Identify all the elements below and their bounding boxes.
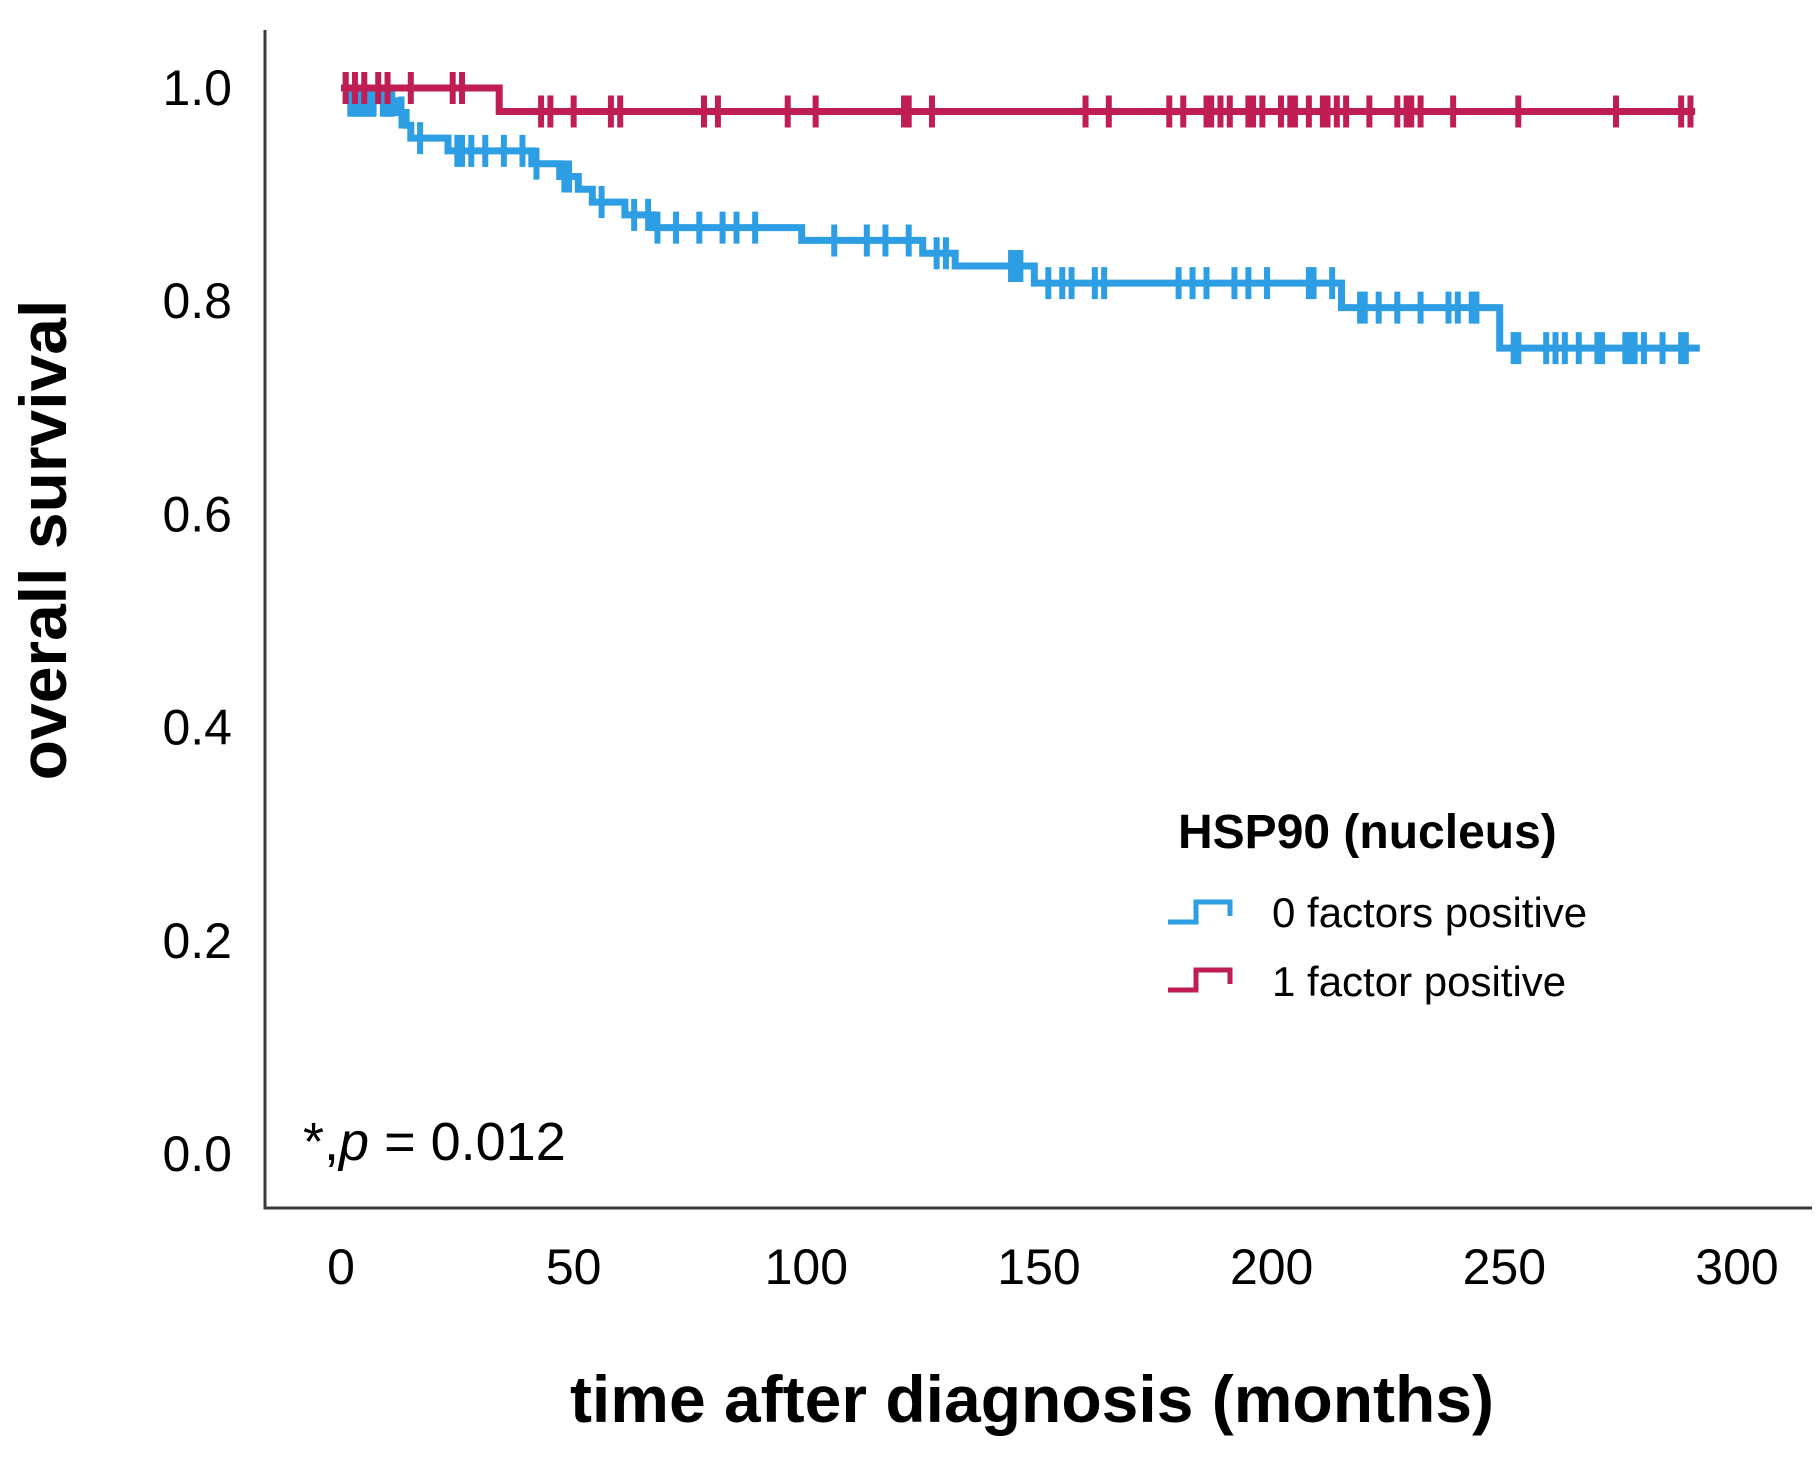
series-layer — [341, 72, 1700, 365]
y-axis-title: overall survival — [6, 300, 80, 781]
y-tick-label: 0.8 — [162, 273, 232, 329]
legend: HSP90 (nucleus) 0 factors positive 1 fac… — [1168, 806, 1587, 1005]
x-tick-label: 150 — [997, 1239, 1080, 1295]
legend-title: HSP90 (nucleus) — [1178, 806, 1557, 859]
x-tick-label: 300 — [1695, 1239, 1778, 1295]
survival-curve — [341, 84, 1696, 115]
series-1-factor-positive — [341, 72, 1696, 128]
series-0-factors-positive — [341, 72, 1700, 365]
y-tick-label: 1.0 — [162, 60, 232, 116]
x-axis-title: time after diagnosis (months) — [570, 1362, 1494, 1436]
y-tick-label: 0.2 — [162, 913, 232, 969]
p-value-annotation: *,p = 0.012 — [303, 1112, 566, 1172]
x-tick-label: 100 — [765, 1239, 848, 1295]
survival-curve — [341, 84, 1700, 352]
y-tick-label: 0.6 — [162, 486, 232, 542]
x-axis-tick-labels: 0 50 100 150 200 250 300 — [327, 1239, 1779, 1295]
legend-swatch-1-factor-icon — [1168, 967, 1233, 993]
legend-swatch-0-factors-icon — [1168, 899, 1233, 925]
x-tick-label: 200 — [1230, 1239, 1313, 1295]
x-tick-label: 250 — [1463, 1239, 1546, 1295]
y-axis-tick-labels: 1.0 0.8 0.6 0.4 0.2 0.0 — [162, 60, 232, 1182]
legend-label-1-factor: 1 factor positive — [1272, 958, 1566, 1005]
legend-label-0-factors: 0 factors positive — [1272, 889, 1587, 936]
x-tick-label: 50 — [546, 1239, 602, 1295]
y-tick-label: 0.0 — [162, 1126, 232, 1182]
x-tick-label: 0 — [327, 1239, 355, 1295]
y-tick-label: 0.4 — [162, 700, 232, 756]
